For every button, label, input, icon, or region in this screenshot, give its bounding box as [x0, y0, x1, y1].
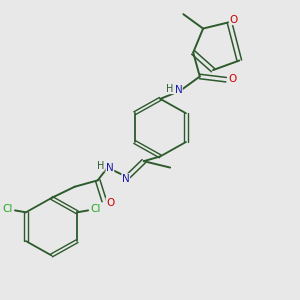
Text: H: H	[97, 161, 104, 171]
Text: N: N	[106, 163, 114, 172]
Text: O: O	[229, 15, 238, 25]
Text: Cl: Cl	[90, 204, 100, 214]
Text: O: O	[106, 198, 114, 208]
Text: N: N	[175, 85, 182, 95]
Text: H: H	[167, 84, 174, 94]
Text: N: N	[122, 174, 130, 184]
Text: O: O	[228, 74, 236, 84]
Text: Cl: Cl	[3, 204, 13, 214]
